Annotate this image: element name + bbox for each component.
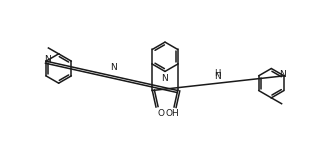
Text: H: H [214,69,221,78]
Text: O: O [157,109,164,118]
Text: N: N [44,55,51,64]
Text: N: N [162,74,168,83]
Text: OH: OH [165,109,179,118]
Text: N: N [110,63,117,72]
Text: N: N [279,70,286,79]
Text: N: N [214,72,221,81]
